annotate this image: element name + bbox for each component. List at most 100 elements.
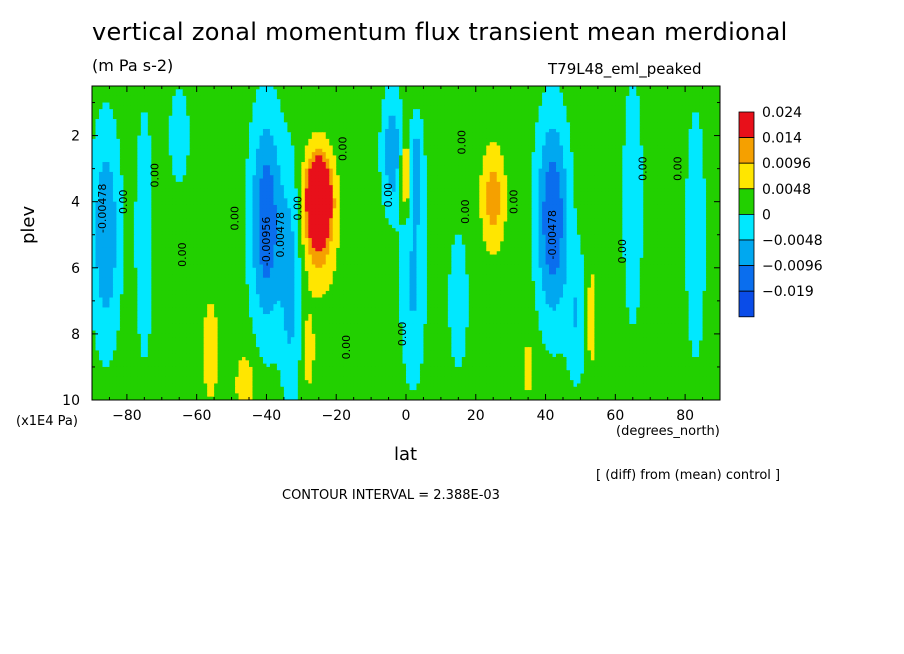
field-cell [374,92,379,97]
field-cell [109,95,114,100]
field-cell [353,112,358,117]
field-cell [123,102,128,107]
field-cell [105,95,111,100]
field-cell [657,86,662,90]
field-cell [685,95,690,100]
field-cell [332,109,337,114]
field-cell [650,102,655,107]
field-cell [214,86,219,90]
field-cell [92,109,97,114]
field-cell [304,86,309,90]
field-cell [252,89,257,94]
field-cell [402,105,407,110]
field-cell [528,86,533,90]
field-cell [667,86,672,90]
field-cell [280,89,285,94]
field-cell [255,99,261,104]
field-cell [350,102,355,107]
field-cell [332,95,337,100]
field-cell [280,92,285,97]
field-cell [346,86,351,90]
field-cell [294,105,299,110]
field-cell [133,86,138,90]
field-cell [549,99,554,104]
field-cell [671,89,676,94]
field-cell [273,95,278,100]
field-cell [367,89,372,94]
field-cell [433,105,438,110]
field-cell [416,92,421,97]
field-cell [674,99,679,104]
field-cell [262,95,268,100]
field-cell [608,102,613,107]
field-cell [158,89,163,94]
field-cell [510,109,515,114]
field-cell [479,89,484,94]
field-cell [367,112,372,117]
field-cell [158,102,163,107]
field-cell [465,99,470,104]
field-cell [336,89,341,94]
field-cell [716,86,720,90]
field-cell [507,109,512,114]
field-cell [137,95,142,100]
field-cell [706,89,711,94]
field-cell [144,86,149,90]
field-cell [186,102,191,107]
field-cell [207,105,212,110]
field-cell [699,95,704,100]
field-cell [625,95,630,100]
field-cell [688,86,693,90]
field-cell [280,112,285,117]
field-cell [468,102,473,107]
field-cell [482,99,487,104]
field-cell [381,86,386,90]
field-cell [629,105,634,110]
field-cell [489,102,494,107]
field-cell [301,112,306,117]
field-cell [221,86,226,90]
field-cell [172,92,177,97]
field-cell [573,89,578,94]
field-cell [378,92,383,97]
field-cell [311,92,316,97]
field-cell [109,105,114,110]
field-cell [304,89,309,94]
field-cell [165,99,170,104]
field-cell [315,112,320,117]
field-cell [172,109,177,114]
field-cell [283,92,288,97]
field-cell [667,89,672,94]
field-cell [200,105,205,110]
field-cell [346,112,351,117]
field-cell [186,92,191,97]
field-cell [395,105,400,110]
field-cell [475,105,480,110]
field-cell [255,109,261,114]
field-cell [503,102,508,107]
field-cell [597,89,602,94]
field-cell [514,105,519,110]
field-cell [266,89,271,94]
field-cell [315,102,320,107]
field-cell [406,102,411,107]
field-cell [549,109,554,114]
field-cell [175,109,180,114]
field-cell [147,99,152,104]
field-cell [207,95,212,100]
field-cell [716,99,720,104]
field-cell [688,102,693,107]
field-cell [189,109,194,114]
field-cell [650,105,655,110]
y-axis-units: (x1E4 Pa) [16,414,78,429]
field-cell [262,102,268,107]
field-cell [339,89,344,94]
field-cell [503,109,508,114]
field-cell [412,109,418,114]
field-cell [611,92,616,97]
field-cell [569,105,575,110]
field-cell [486,86,491,90]
field-cell [618,86,623,90]
field-cell [364,92,369,97]
field-cell [242,95,247,100]
